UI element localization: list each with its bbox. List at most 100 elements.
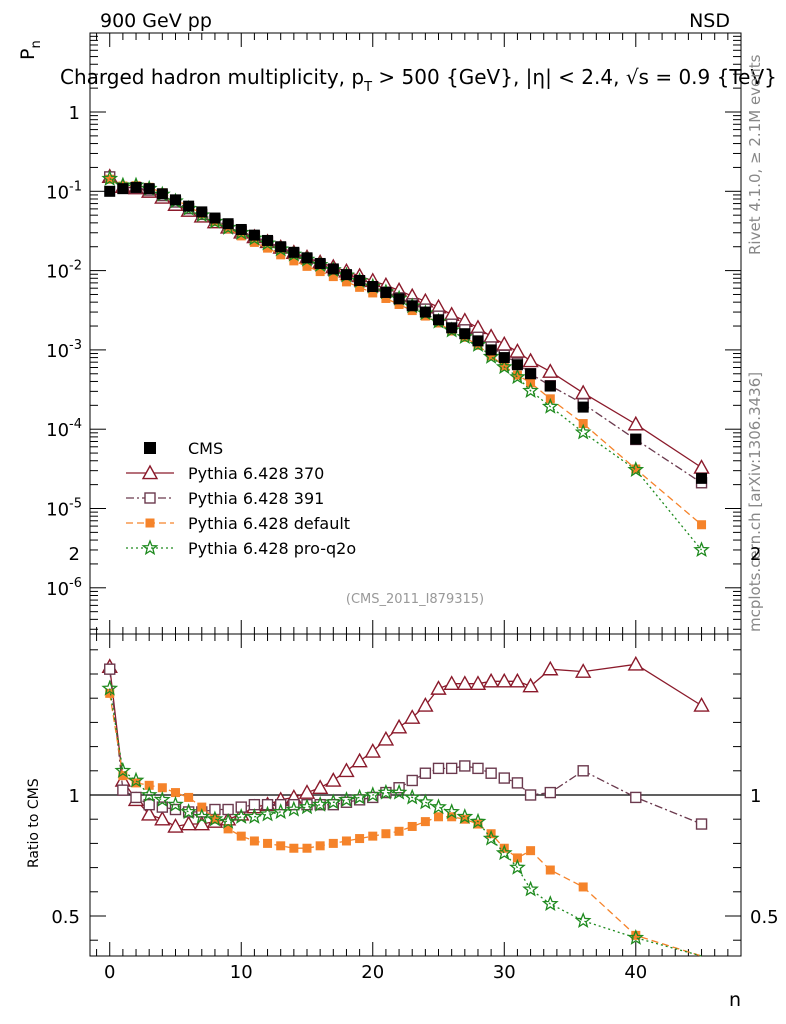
marker-bottom-p370 (509, 672, 526, 688)
x-tick-label: 10 (230, 962, 253, 983)
marker-top-cms (143, 183, 155, 195)
marker-top-cms (485, 344, 497, 356)
marker-bottom-pdefault (578, 882, 588, 892)
marker-bottom-p370 (311, 779, 329, 795)
marker-bottom-pdefault (276, 841, 286, 851)
marker-bottom-pdefault (499, 843, 509, 853)
marker-top-pq2o (101, 169, 119, 186)
marker-top-cms (288, 246, 300, 258)
legend-marker-p391 (144, 492, 156, 504)
marker-bottom-pdefault (263, 838, 273, 848)
marker-bottom-p391 (485, 767, 497, 779)
marker-bottom-pdefault (631, 930, 641, 940)
marker-top-cms (498, 352, 510, 364)
marker-bottom-pq2o (259, 805, 276, 822)
top-y-tick-label: 10-2 (46, 259, 82, 283)
marker-bottom-pq2o (522, 880, 539, 897)
top-y-tick-label: 1 (69, 103, 80, 124)
marker-bottom-p391 (104, 663, 116, 675)
marker-top-cms (104, 185, 116, 197)
side-label-bottom: mcplots.cern.ch [arXiv:1306.3436] (746, 372, 764, 632)
marker-bottom-pq2o (417, 793, 434, 810)
marker-bottom-pdefault (315, 841, 325, 851)
marker-bottom-pdefault (407, 821, 417, 831)
marker-top-pq2o (495, 358, 513, 375)
marker-top-cms (696, 472, 708, 484)
marker-bottom-pq2o (232, 807, 250, 824)
marker-bottom-pq2o (206, 810, 224, 827)
marker-bottom-p391 (393, 782, 405, 794)
marker-bottom-pdefault (486, 829, 496, 839)
marker-top-cms (544, 380, 556, 392)
marker-bottom-p370 (364, 742, 381, 758)
marker-bottom-pq2o (193, 808, 211, 824)
bottom-y-tick-label-right: 1 (750, 786, 761, 807)
marker-bottom-pq2o (364, 786, 382, 803)
marker-top-pdefault (328, 272, 338, 282)
marker-top-cms (130, 181, 142, 193)
top-y-tick-label: 10-6 (46, 576, 82, 600)
marker-bottom-p391 (419, 767, 432, 779)
marker-bottom-p370 (693, 697, 710, 712)
marker-top-pdefault (302, 261, 312, 271)
marker-bottom-p370 (377, 730, 395, 746)
marker-top-cms (354, 275, 366, 287)
marker-top-pdefault (697, 520, 707, 530)
marker-bottom-pq2o (101, 679, 119, 696)
marker-top-pq2o (693, 541, 710, 558)
marker-bottom-p391 (695, 818, 708, 830)
marker-bottom-pq2o (627, 929, 645, 945)
marker-bottom-p370 (522, 677, 539, 693)
marker-top-pdefault (276, 250, 286, 260)
marker-bottom-pq2o (167, 795, 184, 812)
marker-top-cms (275, 241, 287, 253)
marker-bottom-pdefault (328, 838, 338, 848)
marker-top-p370 (522, 352, 539, 368)
marker-bottom-pq2o (298, 798, 316, 815)
marker-top-pdefault (341, 277, 351, 287)
marker-top-cms (630, 433, 642, 445)
marker-bottom-pdefault (118, 771, 128, 781)
legend-marker-pq2o (141, 539, 159, 556)
marker-bottom-p370 (390, 718, 408, 734)
marker-bottom-pdefault (447, 812, 457, 822)
legend-label: CMS (188, 439, 223, 458)
marker-bottom-p370 (430, 680, 447, 695)
marker-top-pdefault (499, 361, 509, 371)
marker-top-p370 (509, 343, 526, 358)
marker-bottom-pdefault (197, 802, 207, 812)
marker-bottom-pq2o (390, 783, 408, 800)
marker-bottom-p370 (193, 815, 210, 831)
legend-label: Pythia 6.428 pro-q2o (188, 539, 356, 558)
marker-bottom-pq2o (324, 793, 342, 810)
marker-bottom-pdefault (420, 817, 430, 827)
marker-bottom-p370 (180, 815, 197, 831)
marker-top-cms (419, 306, 431, 318)
marker-bottom-pq2o (541, 895, 559, 912)
marker-top-pdefault (355, 282, 365, 292)
marker-bottom-pdefault (545, 865, 555, 875)
marker-bottom-p391 (406, 774, 418, 787)
marker-top-cms (459, 328, 471, 340)
marker-bottom-p370 (167, 818, 184, 833)
marker-bottom-pq2o (456, 807, 474, 824)
marker-bottom-pdefault (289, 843, 299, 853)
side-label-top: Rivet 4.1.0, ≥ 2.1M events (746, 54, 764, 255)
marker-top-pq2o (574, 423, 592, 440)
marker-top-cms (367, 281, 379, 293)
marker-top-cms (248, 229, 260, 241)
marker-top-cms (577, 401, 589, 413)
marker-bottom-pq2o (338, 790, 355, 807)
header-right: NSD (689, 10, 730, 32)
legend-marker-cms (144, 442, 156, 454)
marker-bottom-pq2o (154, 790, 171, 807)
top-plot: 10-6 10-5 10-4 10-3 10-2 10-1 1 (46, 32, 742, 635)
bottom-y-tick-label: 2 (69, 544, 80, 565)
marker-bottom-p370 (542, 660, 559, 676)
marker-top-cms (472, 335, 484, 347)
marker-bottom-p370 (351, 752, 368, 768)
marker-bottom-p370 (627, 655, 644, 671)
marker-top-cms (183, 200, 195, 212)
top-y-tick-label: 10-4 (46, 417, 82, 441)
marker-top-p370 (627, 415, 644, 431)
